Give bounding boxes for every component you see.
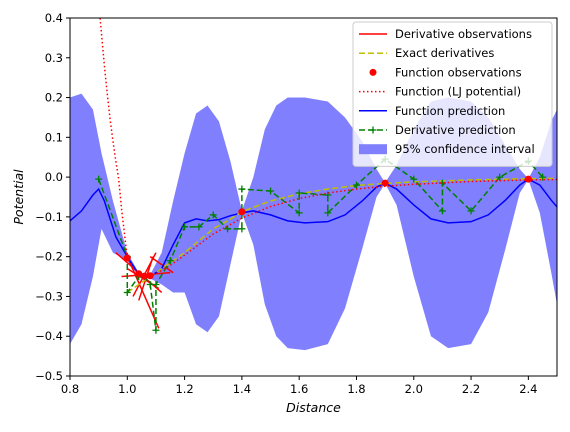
y-tick-label: −0.3 <box>35 289 63 303</box>
function-observation-point <box>238 208 246 216</box>
derivative-prediction-marker <box>152 281 160 289</box>
x-tick-label: 2.2 <box>462 382 480 396</box>
derivative-prediction-marker <box>352 181 360 189</box>
derivative-prediction-marker <box>295 209 303 217</box>
derivative-prediction-marker <box>209 211 217 219</box>
legend-handle <box>359 144 387 155</box>
derivative-prediction-marker <box>467 207 475 215</box>
derivative-prediction-marker <box>539 173 547 181</box>
derivative-prediction-marker <box>238 185 246 193</box>
function-observation-point <box>524 175 532 183</box>
legend-label: 95% confidence interval <box>395 142 535 156</box>
derivative-prediction-marker <box>195 223 203 231</box>
legend-box <box>352 21 553 167</box>
derivative-prediction-marker <box>496 173 504 181</box>
legend-label: Derivative prediction <box>395 123 516 137</box>
function-observation-point <box>135 270 143 278</box>
derivative-prediction-marker <box>152 326 160 334</box>
derivative-prediction-marker <box>181 223 189 231</box>
y-axis-label: Potential <box>11 169 26 225</box>
derivative-prediction-marker <box>438 207 446 215</box>
legend-label: Function (LJ potential) <box>395 85 521 99</box>
legend-handle <box>369 68 377 76</box>
y-tick-label: 0.3 <box>45 51 63 65</box>
x-axis-label: Distance <box>286 400 341 415</box>
legend-label: Exact derivatives <box>395 46 494 60</box>
y-tick-label: 0.1 <box>45 130 63 144</box>
legend-label: Derivative observations <box>395 27 532 41</box>
derivative-prediction-marker <box>95 175 103 183</box>
function-observation-point <box>381 179 389 187</box>
y-tick-label: −0.4 <box>35 329 63 343</box>
derivative-prediction-marker <box>324 209 332 217</box>
x-tick-label: 1.6 <box>290 382 308 396</box>
derivative-prediction-marker <box>410 175 418 183</box>
x-tick-label: 1.4 <box>233 382 251 396</box>
function-observation-point <box>146 272 154 280</box>
function-observation-point <box>123 254 131 262</box>
derivative-prediction-marker <box>295 189 303 197</box>
x-tick-label: 1.8 <box>347 382 365 396</box>
y-tick-label: 0.0 <box>45 170 63 184</box>
plot-frame <box>69 17 558 377</box>
y-tick-label: −0.1 <box>35 210 63 224</box>
derivative-prediction-marker <box>324 191 332 199</box>
x-tick-label: 1.0 <box>118 382 136 396</box>
y-tick-label: 0.2 <box>45 91 63 105</box>
legend-label: Function observations <box>395 65 522 79</box>
y-tick-label: −0.5 <box>35 369 63 383</box>
derivative-prediction-marker <box>123 288 131 296</box>
y-tick-label: −0.2 <box>35 250 63 264</box>
x-tick-label: 1.2 <box>175 382 193 396</box>
x-tick-label: 2.0 <box>405 382 423 396</box>
derivative-prediction-marker <box>238 225 246 233</box>
legend-handle-marker <box>369 126 377 134</box>
legend-label: Function prediction <box>395 104 505 118</box>
legend: Derivative observations Exact derivatives… <box>352 21 553 167</box>
derivative-prediction-marker <box>166 257 174 265</box>
function-observation-point <box>140 272 148 280</box>
x-tick-label: 0.8 <box>61 382 79 396</box>
derivative-prediction-marker <box>267 187 275 195</box>
derivative-observation-segment <box>149 256 174 274</box>
x-tick-label: 2.4 <box>519 382 537 396</box>
y-tick-label: 0.4 <box>45 11 63 25</box>
